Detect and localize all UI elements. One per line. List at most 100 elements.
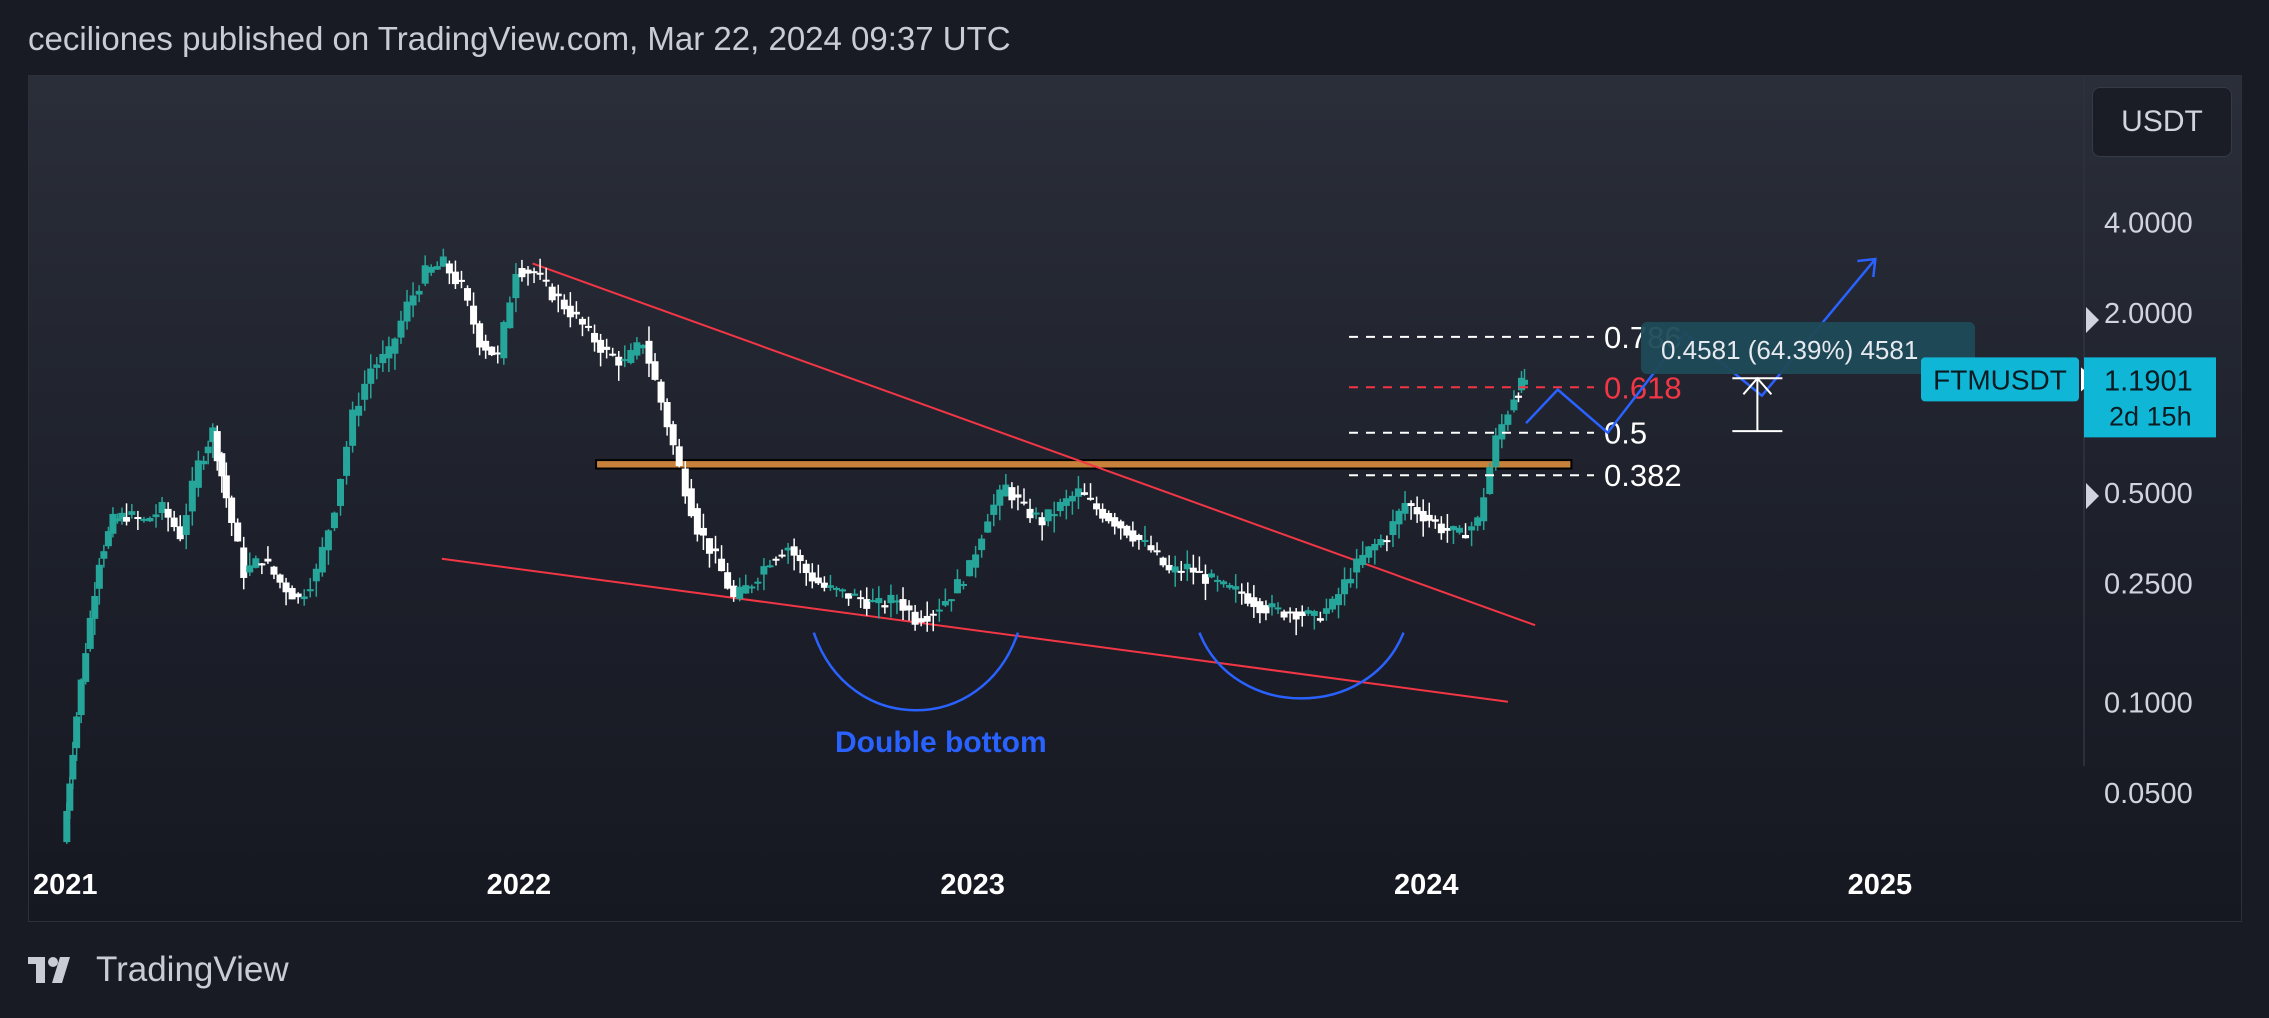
candle-body <box>488 346 496 356</box>
candle-body <box>1443 527 1451 531</box>
candle-body <box>63 810 71 843</box>
candle-body <box>905 605 913 611</box>
candle-body <box>1020 501 1028 504</box>
candle-body <box>337 478 345 506</box>
candle-body <box>324 530 332 551</box>
candle-body <box>615 356 623 366</box>
candle-body <box>1474 517 1482 526</box>
candle-body <box>1105 513 1113 522</box>
candle-body <box>1129 530 1137 542</box>
candle-body <box>966 560 974 577</box>
candle-body <box>1322 608 1330 614</box>
candle-body <box>566 305 574 318</box>
candle-body <box>875 598 883 604</box>
candle-body <box>1093 503 1101 510</box>
candle-body <box>1207 573 1215 578</box>
candle-body <box>213 431 221 462</box>
candle-body <box>188 480 196 512</box>
candle-body <box>845 593 853 599</box>
y-tick-label: 2.0000 <box>2104 298 2193 330</box>
candle-body <box>246 565 254 573</box>
projection-arrowhead <box>1857 257 1877 278</box>
candle-body <box>917 618 925 623</box>
candle-body <box>355 405 363 416</box>
candle-body <box>935 609 943 612</box>
candle-body <box>742 585 750 594</box>
candle-body <box>421 265 429 284</box>
candle-body <box>953 579 961 594</box>
candle-body <box>1514 395 1522 398</box>
candle-body <box>863 599 871 609</box>
candle-body <box>1383 540 1391 543</box>
price-chart[interactable]: 8.00004.00002.00000.50000.25000.10000.05… <box>29 76 2241 921</box>
axis-marker-icon-1[interactable] <box>2086 307 2099 333</box>
candle-body <box>176 526 184 540</box>
candle-body <box>343 446 351 476</box>
candle-body <box>984 521 992 533</box>
candle-body <box>409 295 417 306</box>
bottom-arc-2 <box>1198 632 1405 700</box>
candle-body <box>170 517 178 528</box>
candle-body <box>663 402 671 428</box>
candle-body <box>1056 501 1064 512</box>
candle-body <box>66 783 74 811</box>
candle-body <box>1341 579 1349 595</box>
candle-body <box>1220 581 1228 585</box>
candle-body <box>1159 557 1167 566</box>
x-tick-label: 2021 <box>33 869 98 901</box>
candle-body <box>209 427 217 443</box>
candle-body <box>361 383 369 400</box>
candle-body <box>712 548 720 552</box>
candle-body <box>1365 546 1373 558</box>
candle-body <box>1359 554 1367 566</box>
candle-body <box>1328 598 1336 610</box>
candle-body <box>1521 379 1529 385</box>
resistance-zone <box>595 459 1573 470</box>
candle-body <box>796 555 804 562</box>
candle-body <box>1347 578 1355 584</box>
candle-body <box>222 475 230 499</box>
y-tick-label: 0.0500 <box>2104 778 2193 810</box>
candle-body <box>73 716 81 749</box>
candle-body <box>134 517 142 520</box>
candle-body <box>140 518 148 521</box>
candle-body <box>1425 514 1433 521</box>
candle-body <box>194 460 202 488</box>
currency-button[interactable]: USDT <box>2092 87 2232 157</box>
axis-marker-icon-2[interactable] <box>2086 483 2099 509</box>
candle-body <box>1498 424 1506 440</box>
candle-body <box>1310 610 1318 616</box>
candle-body <box>609 353 617 356</box>
candle-body <box>282 582 290 593</box>
candle-body <box>200 460 208 465</box>
candle-body <box>542 279 550 282</box>
candle-body <box>839 589 847 592</box>
symbol-label: FTMUSDT <box>1933 364 2067 395</box>
candle-body <box>1389 521 1397 535</box>
y-tick-label: 0.5000 <box>2104 478 2193 510</box>
candle-body <box>947 599 955 602</box>
candle-body <box>778 554 786 557</box>
chart-container[interactable]: 8.00004.00002.00000.50000.25000.10000.05… <box>28 75 2242 922</box>
candle-body <box>784 547 792 551</box>
candle-body <box>294 593 302 598</box>
measure-arrowhead <box>1742 376 1773 395</box>
fib-level-label: 0.382 <box>1604 458 1682 493</box>
candle-body <box>1455 527 1463 533</box>
candle-body <box>1298 611 1306 616</box>
candle-body <box>699 527 707 536</box>
candle-body <box>978 538 986 551</box>
candle-body <box>808 572 816 582</box>
candle-body <box>100 551 108 559</box>
candle-body <box>1068 495 1076 502</box>
trendline-lower <box>441 557 1509 703</box>
candle-body <box>69 754 77 780</box>
countdown-label: 2d 15h <box>2109 401 2192 431</box>
candle-body <box>627 350 635 363</box>
candle-body <box>1232 586 1240 590</box>
candle-body <box>113 518 121 522</box>
candle-body <box>118 512 126 520</box>
footer-brand: TradingView <box>96 950 289 989</box>
candle-body <box>1038 517 1046 526</box>
y-tick-label: 0.2500 <box>2104 568 2193 600</box>
